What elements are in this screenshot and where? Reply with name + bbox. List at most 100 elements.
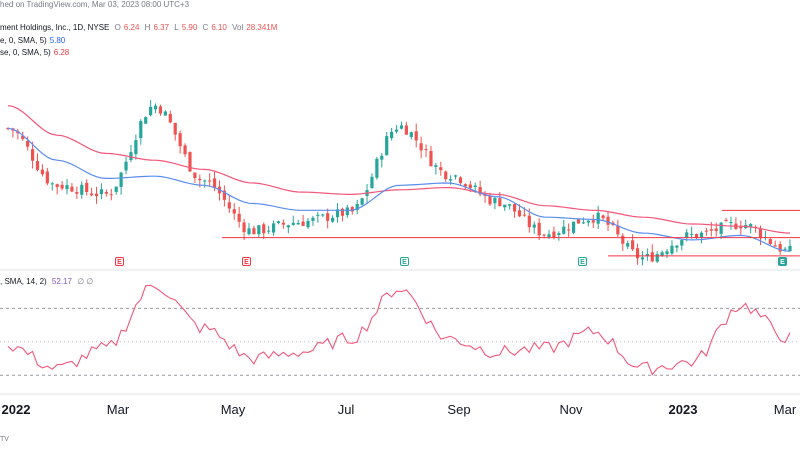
candle-body (719, 222, 723, 234)
candle-body (60, 184, 64, 189)
candle-body (158, 106, 163, 114)
candle-body (134, 140, 138, 155)
rsi-value: 52.17 (51, 277, 72, 286)
candle-body (291, 222, 295, 225)
candle-body (626, 243, 630, 247)
close-value: 6.10 (211, 23, 227, 32)
candle-body (468, 184, 472, 189)
candle-body (581, 222, 586, 224)
candle-body (419, 143, 423, 151)
candle-body (168, 113, 172, 123)
candle-body (375, 158, 379, 178)
rsi-label: , SMA, 14, 2) (0, 277, 47, 286)
candle-body (262, 224, 266, 234)
ma-fast-legend[interactable]: e, 0, SMA, 5) 5.80 (0, 36, 68, 45)
x-tick: Jul (337, 402, 355, 417)
candle-body (183, 145, 187, 155)
candle-body (645, 253, 649, 257)
earnings-marker[interactable]: E (778, 257, 787, 266)
candle-body (739, 226, 743, 229)
candle-body (139, 121, 143, 139)
candle-body (104, 192, 108, 194)
low-value: 5.90 (181, 23, 198, 32)
candle-body (616, 226, 620, 235)
ma-slow-legend[interactable]: se, 0, SMA, 5) 6.28 (0, 48, 72, 57)
candle-body (311, 217, 315, 221)
x-tick: Sep (447, 402, 471, 417)
candle-body (390, 131, 394, 139)
candle-body (488, 195, 492, 205)
candle-body (242, 222, 246, 233)
candle-body (699, 232, 704, 238)
candle-body (252, 228, 256, 235)
candle-body (65, 185, 69, 190)
candle-body (517, 210, 522, 217)
tradingview-logo[interactable]: TV (0, 436, 9, 443)
candle-body (458, 177, 463, 184)
candle-body (257, 225, 261, 235)
candle-body (591, 220, 595, 223)
candle-body (21, 135, 25, 139)
candle-body (404, 125, 408, 135)
candle-body (552, 231, 556, 238)
candle-body (783, 248, 787, 250)
dividend-marker[interactable]: E (242, 257, 251, 266)
candle-body (478, 186, 482, 195)
candle-body (40, 169, 45, 175)
candle-body (532, 224, 536, 228)
candle-body (788, 245, 792, 252)
earnings-marker[interactable]: E (578, 257, 587, 266)
candle-body (271, 223, 276, 233)
candle-body (473, 185, 477, 188)
candle-body (640, 257, 645, 260)
candle-body (483, 194, 487, 196)
candle-body (650, 252, 654, 262)
candle-body (26, 140, 30, 147)
candle-body (94, 193, 99, 197)
candle-body (758, 228, 763, 238)
published-text: hed on TradingView.com, Mar 03, 2023 08:… (0, 0, 190, 9)
candle-body (208, 180, 212, 182)
dividend-marker[interactable]: E (115, 257, 124, 266)
candle-body (498, 198, 502, 207)
candle-body (232, 209, 236, 214)
candle-body (163, 111, 167, 116)
x-tick: Mar (773, 402, 797, 417)
x-tick: Nov (559, 402, 583, 417)
candle-body (114, 186, 118, 192)
candle-body (129, 152, 133, 161)
x-tick: 2022 (1, 402, 31, 417)
candle-body (660, 252, 664, 256)
earnings-marker[interactable]: E (400, 257, 409, 266)
high-value: 6.37 (153, 23, 170, 32)
candle-body (434, 165, 438, 167)
candle-body (704, 230, 708, 232)
candle-body (670, 245, 674, 254)
candle-body (601, 215, 605, 219)
candle-body (119, 172, 123, 187)
ma-fast-value: 5.80 (49, 36, 66, 45)
x-tick: 2023 (668, 402, 698, 417)
candle-body (631, 240, 635, 250)
candle-body (399, 125, 404, 129)
ma-fast-label: e, 0, SMA, 5) (0, 36, 47, 45)
symbol-text[interactable]: ment Holdings, Inc., 1D, NYSE (0, 23, 110, 32)
ma-slow-line (7, 105, 791, 234)
candle-body (90, 193, 94, 196)
candle-body (301, 221, 305, 226)
candle-body (267, 230, 271, 232)
candle-body (247, 228, 251, 235)
candle-body (680, 240, 684, 246)
candle-body (144, 117, 148, 124)
candle-body (576, 218, 581, 224)
candle-body (85, 182, 89, 193)
candle-body (198, 178, 202, 181)
candle-body (512, 203, 517, 212)
candle-body (281, 222, 286, 225)
candle-body (99, 189, 104, 195)
rsi-legend[interactable]: , SMA, 14, 2) 52.17 ∅ ∅ (0, 277, 96, 286)
candle-body (178, 133, 182, 147)
candle-body (345, 207, 349, 216)
candle-body (414, 131, 418, 141)
